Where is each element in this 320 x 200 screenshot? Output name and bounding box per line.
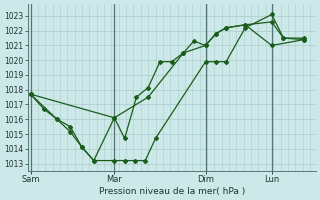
X-axis label: Pression niveau de la mer( hPa ): Pression niveau de la mer( hPa ): [99, 187, 245, 196]
